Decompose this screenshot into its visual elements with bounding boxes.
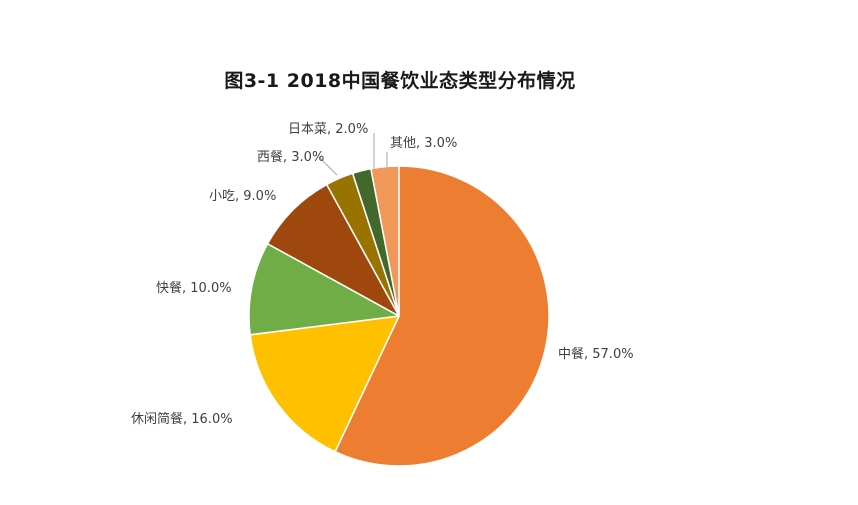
pie-slice bbox=[334, 165, 550, 467]
slice-data-label: 日本菜, 2.0% bbox=[288, 122, 368, 137]
slice-data-label: 小吃, 9.0% bbox=[209, 188, 276, 204]
data-labels: 中餐, 57.0% 休闲简餐, 16.0% 快餐, 10.0% 小吃, 9.0% 西餐,… bbox=[131, 122, 634, 427]
pie-slice bbox=[249, 315, 400, 453]
slice-data-label: 快餐, 10.0% bbox=[156, 280, 232, 296]
chart-title: 图3-1 2018中国餐饮业态类型分布情况 bbox=[224, 70, 576, 92]
slice-data-label: 休闲简餐, 16.0% bbox=[131, 411, 233, 427]
slice-data-label: 中餐, 57.0% bbox=[558, 346, 634, 362]
pie-slice bbox=[248, 242, 400, 336]
slice-data-label: 西餐, 3.0% bbox=[257, 149, 324, 165]
leader-line bbox=[318, 156, 338, 176]
leader-lines bbox=[318, 133, 388, 176]
pie-slices bbox=[248, 165, 550, 467]
pie-slice bbox=[370, 165, 400, 317]
slice-data-label: 其他, 3.0% bbox=[390, 136, 457, 151]
pie-slice bbox=[266, 183, 400, 317]
